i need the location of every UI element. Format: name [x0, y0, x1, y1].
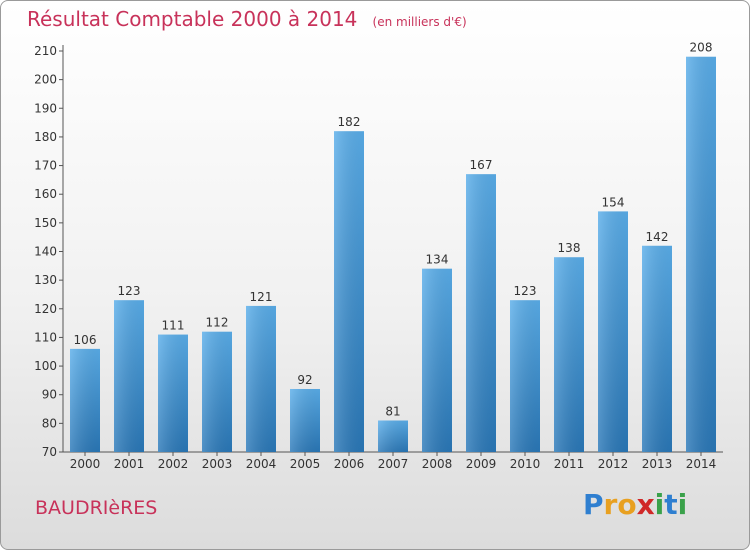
x-tick-label: 2012 [598, 457, 629, 471]
y-tick-label: 80 [42, 416, 57, 430]
bar-value-label: 138 [558, 241, 581, 255]
x-tick-label: 2004 [246, 457, 277, 471]
chart-title-main: Résultat Comptable 2000 à 2014 [27, 7, 358, 31]
bar-value-label: 106 [74, 333, 97, 347]
bar-shade [554, 257, 584, 452]
bar-shade [686, 56, 716, 452]
bar-shade [114, 300, 144, 452]
chart-title: Résultat Comptable 2000 à 2014 (en milli… [27, 7, 467, 31]
bar-value-label: 208 [690, 41, 713, 55]
x-tick-label: 2005 [290, 457, 321, 471]
x-tick-label: 2007 [378, 457, 409, 471]
bar-shade [70, 348, 100, 452]
bar-shade [334, 131, 364, 452]
x-tick-label: 2008 [422, 457, 453, 471]
bar-value-label: 123 [118, 284, 141, 298]
y-tick-label: 170 [34, 159, 57, 173]
bar-value-label: 112 [206, 316, 229, 330]
bar-shade [422, 268, 452, 452]
y-tick-label: 200 [34, 73, 57, 87]
bar-value-label: 92 [297, 373, 312, 387]
y-tick-label: 190 [34, 101, 57, 115]
bar-shade [246, 305, 276, 452]
y-tick-label: 130 [34, 273, 57, 287]
logo-letter: r [603, 488, 618, 521]
x-tick-label: 2006 [334, 457, 365, 471]
bar-shade [158, 334, 188, 452]
logo-letter: x [636, 488, 655, 521]
bar-shade [202, 331, 232, 452]
x-tick-label: 2000 [70, 457, 101, 471]
y-tick-label: 90 [42, 388, 57, 402]
x-tick-label: 2009 [466, 457, 497, 471]
y-tick-label: 70 [42, 445, 57, 459]
chart-subtitle: (en milliers d'€) [372, 15, 467, 29]
y-tick-label: 110 [34, 330, 57, 344]
x-tick-label: 2014 [686, 457, 717, 471]
x-tick-label: 2003 [202, 457, 233, 471]
bar-shade [290, 388, 320, 452]
bar-value-label: 142 [646, 230, 669, 244]
x-tick-label: 2002 [158, 457, 189, 471]
bar-value-label: 81 [385, 404, 400, 418]
y-tick-label: 210 [34, 44, 57, 58]
x-tick-label: 2010 [510, 457, 541, 471]
x-tick-label: 2001 [114, 457, 145, 471]
x-tick-label: 2013 [642, 457, 673, 471]
bar-shade [598, 211, 628, 452]
bar-value-label: 182 [338, 115, 361, 129]
bar-value-label: 154 [602, 195, 625, 209]
logo-letter: P [583, 488, 604, 521]
y-tick-label: 150 [34, 216, 57, 230]
bar-shade [378, 420, 408, 452]
bar-shade [466, 174, 496, 452]
proxiti-logo: Proxiti [583, 488, 687, 521]
bar-shade [642, 245, 672, 452]
bar-value-label: 111 [162, 319, 185, 333]
bar-value-label: 134 [426, 253, 449, 267]
y-tick-label: 100 [34, 359, 57, 373]
city-name: BAUDRIèRES [35, 497, 158, 519]
logo-letter: i [677, 488, 688, 521]
bar-value-label: 167 [470, 158, 493, 172]
logo-letter: t [664, 488, 678, 521]
y-tick-label: 180 [34, 130, 57, 144]
y-tick-label: 140 [34, 245, 57, 259]
y-tick-label: 160 [34, 187, 57, 201]
logo-letter: i [654, 488, 665, 521]
logo-letter: o [617, 488, 637, 521]
x-tick-label: 2011 [554, 457, 585, 471]
y-tick-label: 120 [34, 302, 57, 316]
bar-shade [510, 300, 540, 452]
bar-value-label: 121 [250, 290, 273, 304]
bar-value-label: 123 [514, 284, 537, 298]
